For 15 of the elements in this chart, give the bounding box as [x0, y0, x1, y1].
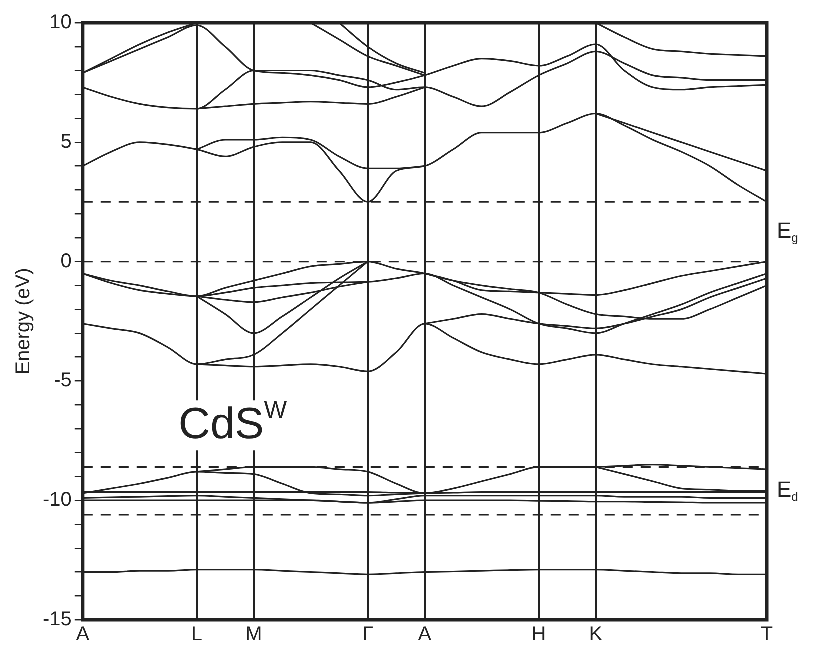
y-tick-label: -10 [43, 489, 72, 512]
y-tick-label: -5 [54, 370, 72, 392]
x-tick-label: K [589, 624, 604, 646]
y-tick-label: 0 [60, 250, 72, 272]
x-tick-label: L [191, 624, 202, 646]
y-tick-label: 5 [60, 130, 72, 153]
x-tick-label: H [532, 624, 546, 646]
x-tick-label: T [760, 624, 774, 646]
y-axis-title: Energy (eV) [12, 268, 35, 375]
y-tick-label: 10 [50, 12, 72, 34]
x-tick-label: A [418, 624, 432, 646]
y-tick-label: -15 [43, 608, 72, 631]
x-tick-label: Γ [362, 624, 374, 646]
x-tick-label: M [246, 624, 262, 646]
x-tick-label: A [76, 624, 90, 646]
